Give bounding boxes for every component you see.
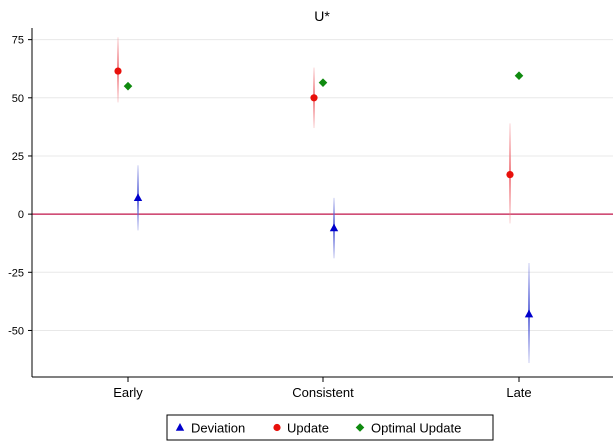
grid-lines (32, 39, 613, 331)
y-tick-label: 0 (18, 209, 24, 221)
plot-marks (114, 37, 534, 364)
y-tick-label: -25 (8, 267, 24, 279)
point-optimal-update (514, 71, 524, 80)
y-tick-label: 75 (12, 35, 24, 47)
point-update (114, 67, 122, 75)
legend-label: Deviation (191, 421, 245, 436)
y-axis: -50 -25 0 25 50 75 (8, 28, 33, 377)
legend-label: Update (287, 421, 329, 436)
y-tick-label: 25 (12, 151, 24, 163)
point-update (310, 94, 318, 102)
y-tick-label: -50 (8, 325, 24, 337)
point-deviation (329, 223, 339, 232)
point-deviation (133, 193, 143, 202)
point-optimal-update (318, 78, 328, 87)
point-update (506, 170, 514, 179)
x-axis: Early Consistent Late (32, 376, 613, 400)
legend-label: Optimal Update (371, 421, 461, 436)
x-tick-label: Early (113, 385, 143, 400)
legend-marker (355, 423, 365, 432)
chart-title: U* (314, 8, 330, 24)
legend-marker (175, 423, 185, 431)
point-optimal-update (123, 81, 133, 91)
y-tick-label: 50 (12, 93, 24, 105)
legend-marker (273, 423, 281, 432)
legend: Deviation Update Optimal Update (166, 414, 494, 441)
legend-box (166, 414, 494, 441)
x-tick-label: Consistent (292, 385, 354, 400)
x-tick-label: Late (506, 385, 531, 400)
point-deviation (524, 309, 534, 318)
